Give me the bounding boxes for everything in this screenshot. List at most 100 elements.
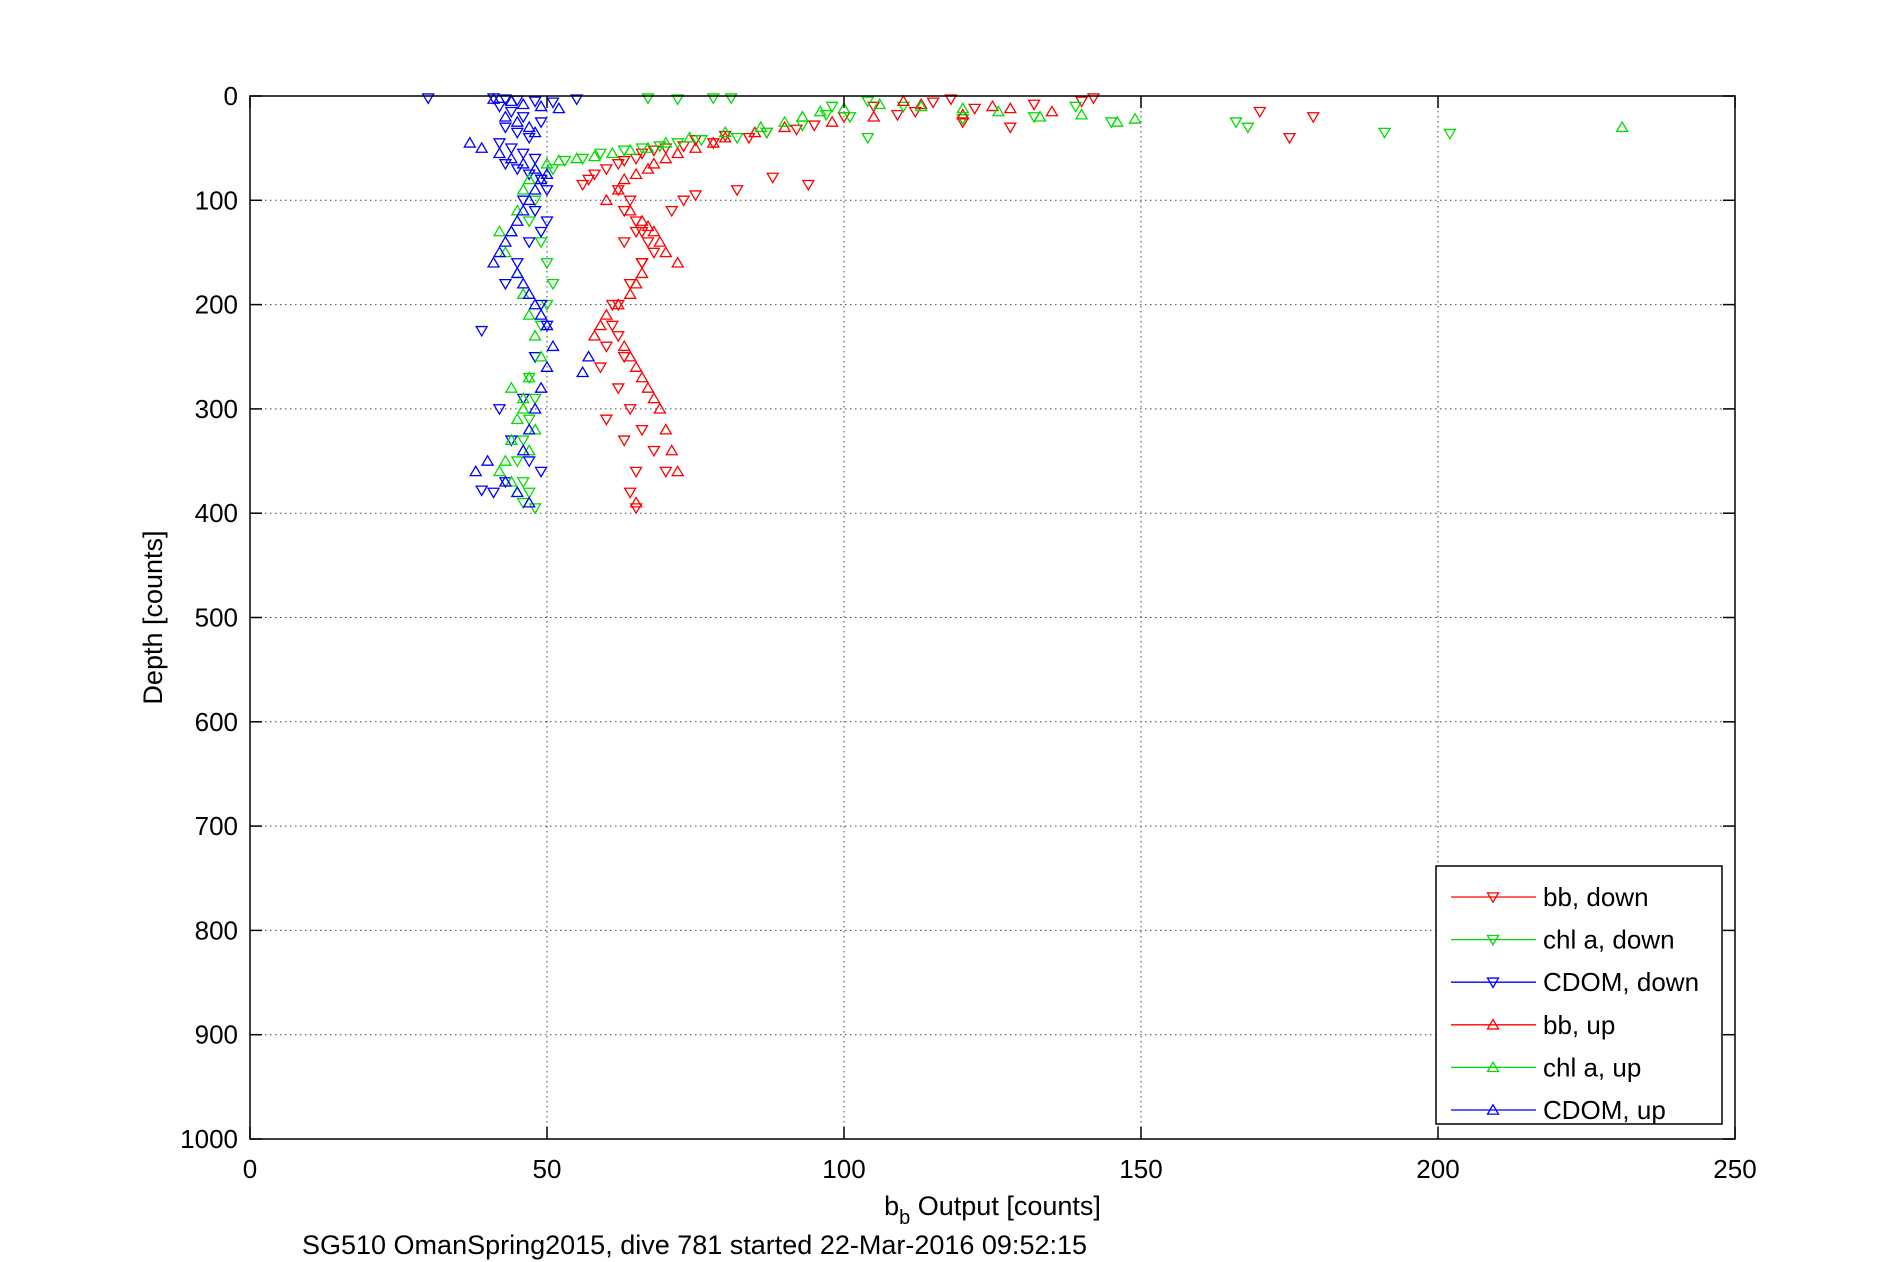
data-point <box>504 143 518 155</box>
data-point <box>587 329 602 341</box>
data-point <box>896 94 911 106</box>
data-point <box>605 320 619 332</box>
data-point <box>516 277 530 289</box>
y-tick-label: 100 <box>195 185 238 215</box>
series-3 <box>587 94 1059 508</box>
data-point <box>421 93 435 105</box>
legend-entry: CDOM, up <box>1451 1095 1666 1125</box>
data-point <box>510 266 524 279</box>
data-point <box>528 125 542 138</box>
data-point <box>522 456 536 468</box>
data-point <box>540 185 554 197</box>
data-point <box>516 402 530 414</box>
legend-label: CDOM, down <box>1543 967 1699 997</box>
data-point <box>486 92 501 104</box>
data-point <box>635 266 649 279</box>
y-axis-label: Depth [counts] <box>138 530 168 704</box>
data-point <box>475 325 489 338</box>
legend-marker <box>1486 934 1500 947</box>
data-point <box>968 103 982 116</box>
data-point <box>546 339 560 352</box>
data-point <box>659 152 673 164</box>
data-point <box>498 159 513 171</box>
data-point <box>534 99 548 112</box>
legend-marker <box>1486 1018 1500 1030</box>
data-point <box>647 157 661 169</box>
data-point <box>528 503 542 515</box>
data-point <box>593 362 608 374</box>
data-point <box>730 132 744 145</box>
data-point <box>492 146 507 159</box>
data-point <box>605 146 619 159</box>
data-point <box>522 216 536 228</box>
data-point <box>1074 108 1089 120</box>
data-point <box>599 308 614 320</box>
data-point <box>1027 99 1041 111</box>
legend-label: chl a, up <box>1543 1052 1641 1082</box>
legend-label: chl a, down <box>1543 925 1675 955</box>
data-point <box>486 487 501 499</box>
data-point <box>516 444 530 456</box>
data-point <box>534 226 548 239</box>
data-point <box>576 179 590 192</box>
data-point <box>498 475 513 487</box>
data-point <box>706 93 720 105</box>
data-point <box>647 445 661 458</box>
data-point <box>623 287 637 299</box>
data-point <box>510 412 524 425</box>
data-point <box>498 110 513 122</box>
data-point <box>510 115 524 127</box>
data-point <box>623 204 637 216</box>
data-point <box>861 132 875 145</box>
data-point <box>896 101 911 113</box>
axis-ticks: 0 50 100 150 200 250 0 100 200 300 400 500 600 700 800… <box>180 81 1757 1184</box>
legend-entry: CDOM, down <box>1451 967 1699 997</box>
y-tick-label: 0 <box>224 81 238 111</box>
data-point <box>516 204 530 216</box>
data-point <box>516 157 530 169</box>
y-tick-label: 600 <box>195 707 238 737</box>
data-point <box>777 115 792 127</box>
data-point <box>492 225 507 237</box>
data-point <box>914 97 928 110</box>
data-point <box>516 477 530 489</box>
chart-caption: SG510 OmanSpring2015, dive 781 started 2… <box>302 1230 1087 1260</box>
legend: bb, down chl a, down CDOM, down bb, up chl a… <box>1435 865 1723 1125</box>
data-point <box>504 106 518 119</box>
data-point <box>492 464 507 477</box>
data-point <box>623 404 637 416</box>
data-point <box>867 101 881 113</box>
y-tick-label: 500 <box>195 603 238 633</box>
data-point <box>540 360 554 372</box>
data-point <box>676 195 691 207</box>
data-point <box>718 125 732 138</box>
data-point <box>813 105 827 117</box>
data-point <box>1615 120 1629 133</box>
data-point <box>528 298 542 310</box>
data-point <box>599 193 614 206</box>
data-point <box>635 214 649 226</box>
data-point <box>956 117 970 129</box>
data-point <box>956 102 970 114</box>
data-point <box>599 341 614 353</box>
data-point <box>516 148 530 160</box>
y-tick-label: 900 <box>195 1020 238 1050</box>
data-point <box>623 195 637 207</box>
data-point <box>1045 105 1059 117</box>
data-point <box>522 487 536 499</box>
data-point <box>469 464 483 477</box>
x-axis-label-rest: Output [counts] <box>910 1191 1101 1221</box>
data-point <box>528 402 542 414</box>
data-point <box>641 381 655 393</box>
data-point <box>653 402 667 414</box>
data-point <box>599 414 614 426</box>
data-point <box>498 122 513 134</box>
data-point <box>629 496 643 508</box>
data-point <box>540 318 554 331</box>
x-tick-label: 100 <box>822 1154 865 1184</box>
data-point <box>1306 112 1320 124</box>
data-point <box>635 371 649 383</box>
legend-marker <box>1486 1060 1500 1073</box>
data-point <box>617 435 631 447</box>
series-5 <box>463 92 596 508</box>
